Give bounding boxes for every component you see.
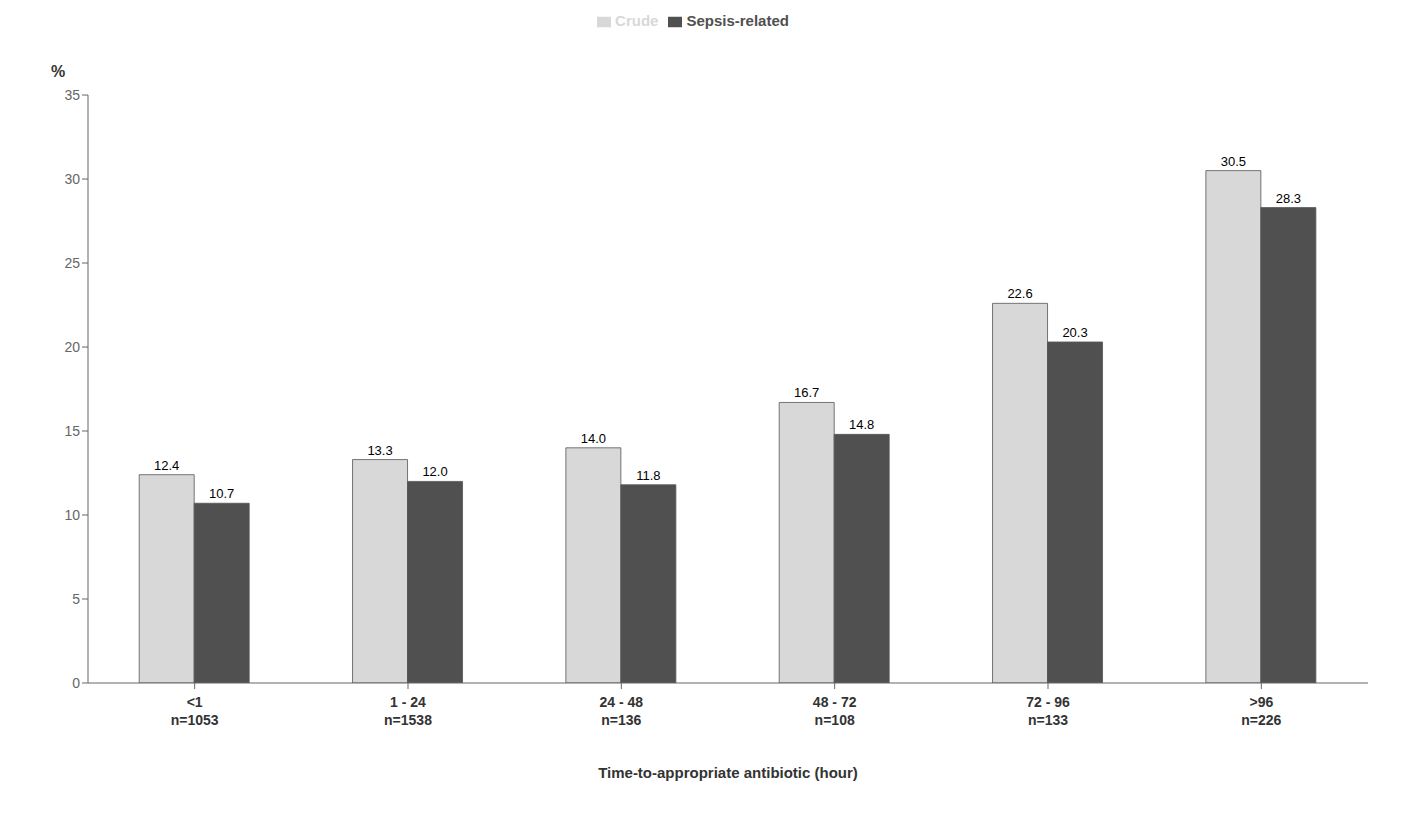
svg-text:>96n=226: >96n=226 [1241, 694, 1281, 728]
svg-text:35: 35 [64, 87, 80, 103]
svg-text:13.3: 13.3 [367, 443, 392, 458]
svg-text:<1n=1053: <1n=1053 [171, 694, 219, 728]
svg-text:14.8: 14.8 [849, 417, 874, 432]
svg-text:30.5: 30.5 [1221, 154, 1246, 169]
svg-text:10.7: 10.7 [209, 486, 234, 501]
svg-text:28.3: 28.3 [1276, 191, 1301, 206]
svg-text:22.6: 22.6 [1007, 286, 1032, 301]
svg-text:14.0: 14.0 [581, 431, 606, 446]
svg-text:24 - 48n=136: 24 - 48n=136 [600, 694, 644, 728]
svg-text:10: 10 [64, 507, 80, 523]
svg-text:11.8: 11.8 [636, 468, 660, 483]
svg-text:25: 25 [64, 255, 80, 271]
svg-text:12.0: 12.0 [422, 464, 447, 479]
html-text:Crude: Crude [615, 12, 659, 29]
svg-text:20: 20 [64, 339, 80, 355]
svg-text:20.3: 20.3 [1062, 325, 1087, 340]
svg-text:72 - 96n=133: 72 - 96n=133 [1026, 694, 1070, 728]
svg-text:15: 15 [64, 423, 80, 439]
svg-text:5: 5 [72, 591, 80, 607]
svg-text:%: % [51, 63, 65, 80]
svg-text:16.7: 16.7 [794, 385, 819, 400]
svg-text:Time-to-appropriate antibiotic: Time-to-appropriate antibiotic (hour) [598, 764, 858, 781]
svg-text:30: 30 [64, 171, 80, 187]
svg-text:0: 0 [72, 675, 80, 691]
html-text:Sepsis-related: Sepsis-related [686, 12, 789, 29]
svg-text:48 - 72n=108: 48 - 72n=108 [813, 694, 857, 728]
svg-text:1 - 24n=1538: 1 - 24n=1538 [384, 694, 432, 728]
svg-text:12.4: 12.4 [154, 458, 179, 473]
